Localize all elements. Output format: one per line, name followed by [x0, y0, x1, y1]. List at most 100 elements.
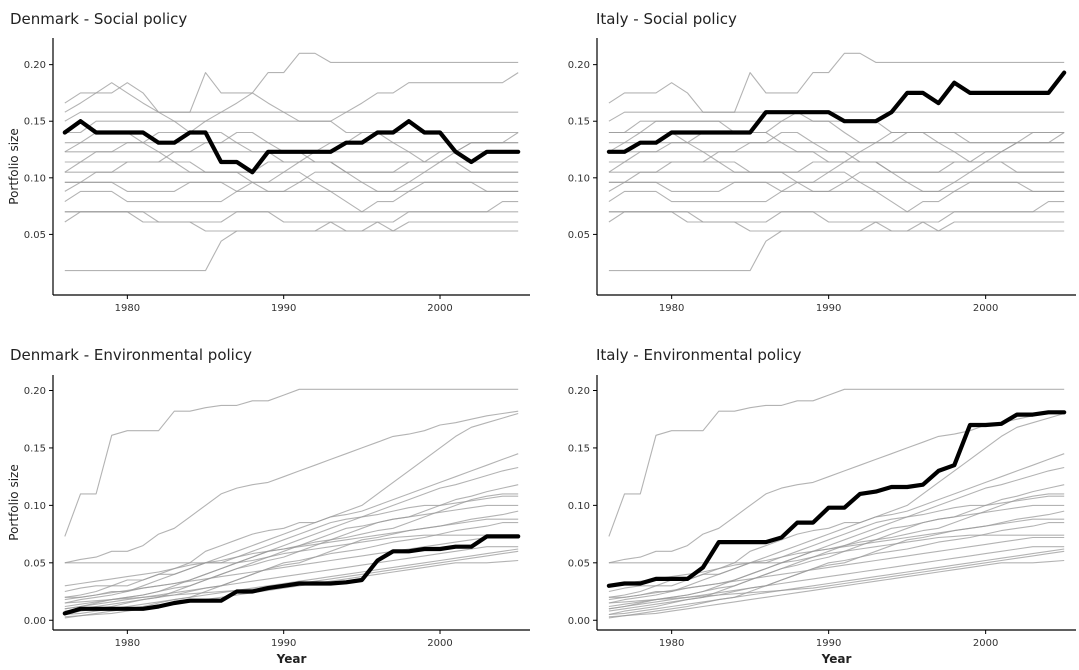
background-series-line: [64, 466, 519, 610]
background-series-line: [64, 131, 519, 183]
y-tick-label: 0.05: [568, 558, 590, 569]
x-tick-label: 1980: [115, 638, 140, 649]
background-series-line: [608, 410, 1065, 564]
background-series-line: [64, 534, 519, 564]
background-series-line: [608, 550, 1065, 604]
x-tick-label: 1980: [115, 303, 140, 314]
x-tick-label: 1980: [659, 303, 684, 314]
background-series-line: [64, 453, 519, 604]
background-series-line: [608, 131, 1065, 192]
background-series-line: [64, 72, 519, 134]
x-tick-label: 2000: [973, 638, 998, 649]
background-series-line: [608, 522, 1065, 619]
x-tick-label: 1990: [271, 638, 296, 649]
y-tick-label: 0.05: [24, 558, 46, 569]
background-series-line: [64, 495, 519, 593]
background-series-line: [64, 504, 519, 608]
panel-title: Denmark - Environmental policy: [10, 346, 252, 364]
background-series-line: [608, 181, 1065, 192]
highlighted-series-line: [606, 70, 1067, 154]
background-series-line: [608, 201, 1065, 232]
x-axis-label: Year: [821, 652, 852, 666]
panel-2: Italy - Social policy 0.05 0.10 0.15 0.20 198…: [568, 10, 1076, 314]
background-series-line: [608, 388, 1065, 537]
background-series-line: [64, 230, 519, 272]
background-series-line: [608, 412, 1065, 598]
y-tick-label: 0.20: [24, 60, 46, 71]
background-series-line: [64, 161, 519, 173]
y-tick-label: 0.05: [568, 230, 590, 241]
y-tick-label: 0.10: [568, 173, 590, 184]
background-series-line: [64, 161, 519, 173]
x-tick-label: 1990: [271, 303, 296, 314]
y-tick-label: 0.15: [568, 117, 590, 128]
background-series-line: [608, 131, 1065, 183]
y-tick-label: 0.00: [24, 616, 46, 627]
panel-4: Italy - Environmental policy 0.00 0.05 0.10…: [568, 346, 1076, 666]
y-tick-label: 0.20: [24, 386, 46, 397]
x-tick-label: 2000: [973, 303, 998, 314]
panel-title: Italy - Social policy: [596, 10, 737, 28]
series-group: [62, 388, 521, 619]
background-series-line: [64, 211, 519, 232]
background-series-line: [64, 201, 519, 232]
background-series-line: [608, 52, 1065, 113]
background-series-line: [64, 412, 519, 598]
background-series-line: [608, 518, 1065, 587]
x-axis-label: Year: [276, 652, 307, 666]
background-series-line: [608, 559, 1065, 618]
background-series-line: [64, 546, 519, 610]
panel-3: Denmark - Environmental policy 0.00 0.05 0.…: [7, 346, 530, 666]
x-tick-label: 1980: [659, 638, 684, 649]
x-tick-label: 2000: [427, 303, 452, 314]
background-series-line: [608, 504, 1065, 608]
panel-title: Denmark - Social policy: [10, 10, 187, 28]
background-series-line: [64, 388, 519, 537]
background-series-line: [608, 111, 1065, 122]
y-axis-label: Portfolio size: [7, 464, 21, 540]
background-series-line: [608, 211, 1065, 232]
y-tick-label: 0.10: [24, 501, 46, 512]
background-series-line: [608, 131, 1065, 163]
background-series-line: [64, 536, 519, 601]
highlighted-series-line: [62, 119, 521, 175]
y-tick-label: 0.20: [568, 60, 590, 71]
background-series-line: [64, 111, 519, 122]
background-series-line: [608, 161, 1065, 173]
background-series-line: [64, 181, 519, 192]
background-series-line: [608, 534, 1065, 564]
background-series-line: [64, 518, 519, 587]
background-series-line: [64, 548, 519, 616]
y-tick-label: 0.10: [24, 173, 46, 184]
panel-1: Denmark - Social policy 0.05 0.10 0.15 0.20 1…: [7, 10, 530, 314]
background-series-line: [608, 548, 1065, 616]
series-group: [606, 388, 1067, 619]
x-tick-label: 1990: [816, 303, 841, 314]
background-series-line: [64, 131, 519, 192]
highlighted-series-line: [606, 410, 1067, 588]
background-series-line: [64, 410, 519, 564]
y-axis-label: Portfolio size: [7, 128, 21, 204]
y-tick-label: 0.05: [24, 230, 46, 241]
background-series-line: [608, 453, 1065, 604]
background-series-line: [608, 536, 1065, 601]
background-series-line: [608, 230, 1065, 272]
background-series-line: [608, 171, 1065, 213]
y-tick-label: 0.20: [568, 386, 590, 397]
series-group: [62, 52, 521, 272]
background-series-line: [608, 466, 1065, 610]
y-tick-label: 0.00: [568, 616, 590, 627]
y-tick-label: 0.15: [24, 443, 46, 454]
x-tick-label: 1990: [816, 638, 841, 649]
background-series-line: [608, 161, 1065, 173]
y-tick-label: 0.10: [568, 501, 590, 512]
background-series-line: [64, 171, 519, 213]
panel-title: Italy - Environmental policy: [596, 346, 802, 364]
highlighted-series-line: [62, 534, 521, 616]
y-tick-label: 0.15: [568, 443, 590, 454]
x-tick-label: 2000: [427, 638, 452, 649]
y-tick-label: 0.15: [24, 117, 46, 128]
series-group: [606, 52, 1067, 272]
